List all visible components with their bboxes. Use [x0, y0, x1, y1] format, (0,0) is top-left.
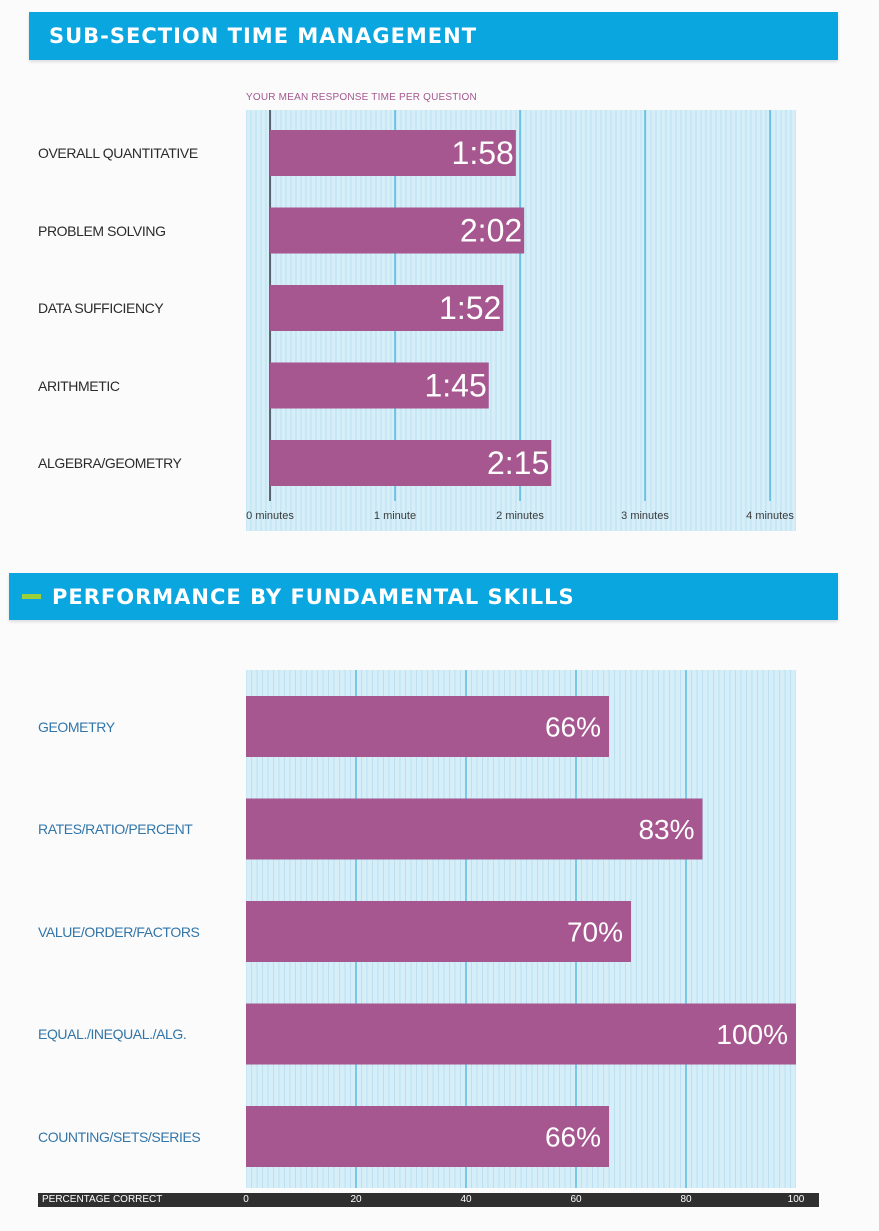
bar — [246, 1003, 796, 1065]
section-title: PERFORMANCE BY FUNDAMENTAL SKILLS — [52, 584, 575, 609]
fundamental-skills-header[interactable]: PERFORMANCE BY FUNDAMENTAL SKILLS — [9, 573, 838, 620]
bar-value-label: 1:45 — [424, 368, 486, 404]
category-label: EQUAL./INEQUAL./ALG. — [38, 1026, 187, 1042]
x-tick-label: 100 — [787, 1194, 805, 1205]
category-label: VALUE/ORDER/FACTORS — [38, 923, 200, 940]
bar-value-label: 66% — [545, 712, 601, 743]
x-axis-title: PERCENTAGE CORRECT — [42, 1194, 163, 1205]
bar-value-label: 1:52 — [439, 290, 501, 326]
category-label: COUNTING/SETS/SERIES — [38, 1128, 201, 1145]
x-tick-label: 60 — [570, 1194, 582, 1205]
bar — [270, 285, 504, 331]
time-management-header: SUB-SECTION TIME MANAGEMENT — [29, 12, 838, 60]
category-label: RATES/RATIO/PERCENT — [38, 821, 193, 837]
bar-value-label: 100% — [716, 1019, 788, 1050]
x-tick-label: 2 minutes — [496, 510, 544, 522]
bar — [270, 362, 489, 409]
bar-value-label: 66% — [545, 1122, 601, 1153]
x-tick-label: 20 — [350, 1194, 362, 1205]
x-tick-label: 0 — [243, 1194, 249, 1205]
chart-subtitle: YOUR MEAN RESPONSE TIME PER QUESTION — [246, 92, 477, 103]
category-label: ARITHMETIC — [38, 377, 120, 394]
minus-icon[interactable] — [22, 594, 41, 599]
bar — [246, 798, 703, 860]
category-label: GEOMETRY — [38, 718, 115, 735]
bar — [246, 1106, 609, 1167]
x-tick-label: 1 minute — [373, 510, 417, 522]
response-time-plot: 1:58 2:02 1:52 1:45 2:15 — [246, 110, 796, 531]
x-tick-label: 80 — [680, 1194, 692, 1205]
category-label: PROBLEM SOLVING — [38, 222, 166, 239]
bar — [270, 130, 516, 176]
skills-plot: 66% 83% 70% 100% 66% — [246, 670, 796, 1188]
x-tick-label: 40 — [460, 1194, 472, 1205]
x-tick-label: 3 minutes — [621, 510, 669, 522]
bar — [246, 696, 609, 757]
bar-value-label: 1:58 — [452, 135, 514, 171]
bar-value-label: 2:15 — [487, 445, 549, 481]
bar — [270, 207, 525, 254]
bar-value-label: 70% — [567, 917, 623, 948]
skills-x-axis: PERCENTAGE CORRECT 0 20 40 60 80 100 — [38, 1193, 819, 1207]
category-label: ALGEBRA/GEOMETRY — [38, 455, 182, 471]
x-tick-label: 4 minutes — [746, 510, 794, 522]
bar-value-label: 2:02 — [460, 213, 522, 249]
bar-value-label: 83% — [638, 814, 694, 845]
x-tick-label: 0 minutes — [246, 510, 294, 522]
bar — [246, 901, 631, 962]
section-title: SUB-SECTION TIME MANAGEMENT — [49, 24, 478, 48]
bar — [270, 440, 552, 486]
category-label: DATA SUFFICIENCY — [38, 300, 164, 316]
category-label: OVERALL QUANTITATIVE — [38, 145, 198, 161]
